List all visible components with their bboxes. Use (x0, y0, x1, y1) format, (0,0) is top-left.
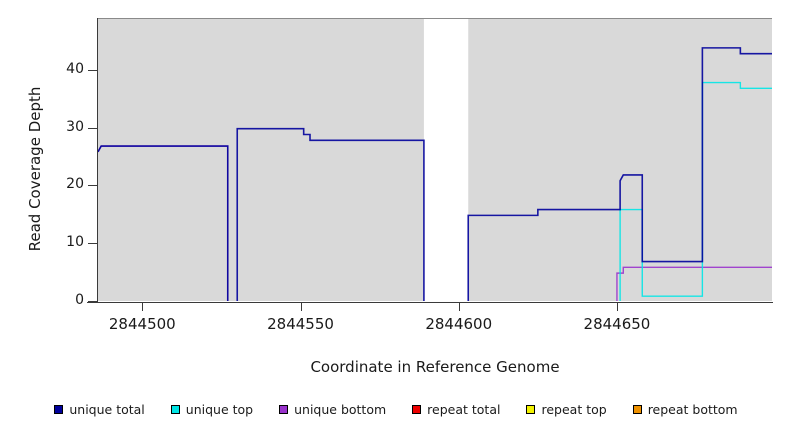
legend-label: repeat bottom (647, 401, 738, 417)
x-axis-line (87, 302, 773, 303)
y-tick-mark (88, 69, 97, 71)
masked-region (423, 19, 469, 301)
x-tick-mark (616, 303, 618, 311)
y-tick-label: 40 (66, 60, 84, 77)
legend-swatch-icon (412, 404, 422, 414)
x-tick-label: 2844500 (108, 315, 176, 333)
legend-swatch-icon (170, 404, 180, 414)
y-tick-label: 30 (66, 118, 84, 135)
legend-swatch-icon (526, 404, 536, 414)
legend-label: unique bottom (294, 401, 387, 417)
y-tick-mark (88, 185, 97, 187)
legend-swatch-icon (54, 404, 64, 414)
coverage-line-chart (98, 19, 772, 301)
y-tick-mark (88, 127, 97, 129)
y-axis-line (97, 18, 98, 302)
chart-legend: unique total unique top unique bottom repea… (0, 398, 792, 420)
legend-item[interactable]: unique total (54, 401, 145, 417)
x-axis-title: Coordinate in Reference Genome (310, 358, 560, 376)
x-tick-label: 2844550 (267, 315, 334, 333)
y-axis-title: Read Coverage Depth (26, 86, 44, 252)
legend-item[interactable]: repeat bottom (632, 401, 738, 417)
legend-label: unique top (185, 401, 254, 417)
x-tick-mark (142, 303, 144, 311)
x-tick-label: 2844600 (425, 315, 493, 333)
legend-swatch-icon (279, 404, 289, 414)
legend-label: repeat total (427, 401, 501, 417)
x-tick-mark (458, 303, 460, 311)
plot-area (98, 18, 772, 301)
legend-label: repeat top (541, 401, 607, 417)
legend-item[interactable]: unique bottom (279, 402, 386, 417)
x-tick-label: 2844650 (583, 315, 651, 333)
y-tick-mark (88, 243, 97, 245)
series-line-unique-top (619, 81, 772, 301)
legend-item[interactable]: repeat top (526, 401, 607, 417)
legend-swatch-icon (632, 404, 642, 414)
x-tick-mark (300, 303, 302, 311)
legend-label: unique total (69, 401, 145, 417)
y-tick-label: 20 (66, 176, 84, 193)
y-tick-label: 0 (75, 292, 84, 308)
legend-item[interactable]: repeat total (412, 402, 500, 417)
series-line-unique-total (98, 47, 772, 301)
y-tick-label: 10 (66, 234, 84, 251)
y-tick-mark (88, 301, 97, 302)
legend-item[interactable]: unique top (170, 401, 254, 417)
